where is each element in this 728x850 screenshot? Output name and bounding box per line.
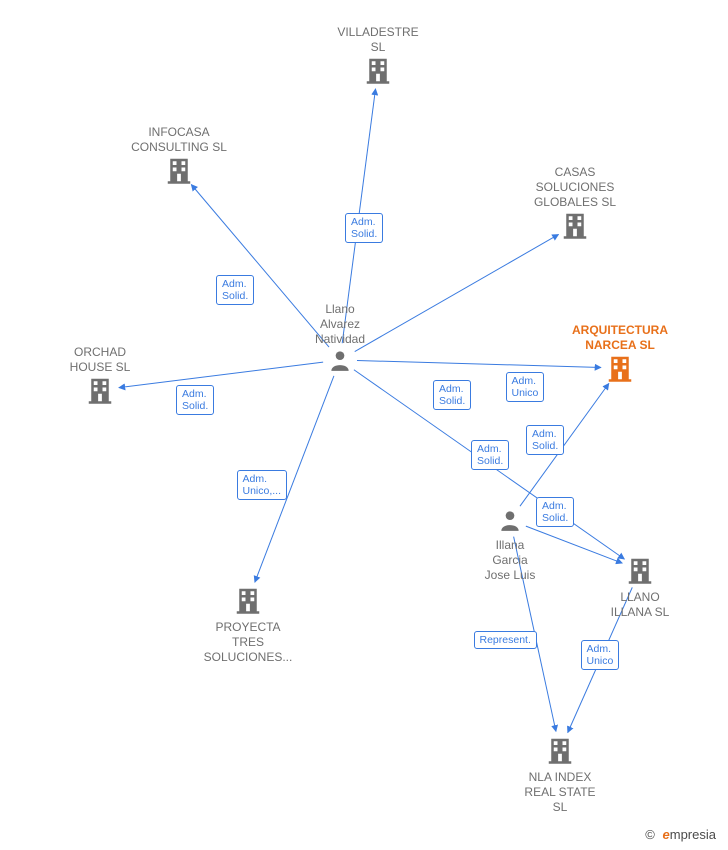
node-arquitectura: ARQUITECTURA NARCEA SL	[560, 323, 680, 388]
node-villadestre: VILLADESTRE SL	[318, 25, 438, 90]
building-icon	[318, 55, 438, 90]
person-icon	[280, 347, 400, 378]
node-label: PROYECTA TRES SOLUCIONES...	[188, 620, 308, 665]
edge-label-llano_alvarez-proyecta: Adm. Unico,...	[237, 470, 288, 500]
node-label: CASAS SOLUCIONES GLOBALES SL	[515, 165, 635, 210]
node-label: VILLADESTRE SL	[318, 25, 438, 55]
node-label: NLA INDEX REAL STATE SL	[500, 770, 620, 815]
building-icon	[560, 353, 680, 388]
edge-layer	[0, 0, 728, 850]
node-label: ORCHAD HOUSE SL	[40, 345, 160, 375]
building-icon	[188, 585, 308, 620]
edge-label-llano_alvarez-orchad: Adm. Solid.	[176, 385, 214, 415]
edge-label-illana_garcia-llano_illana: Adm. Solid.	[536, 497, 574, 527]
copyright-symbol: ©	[645, 827, 655, 842]
node-llano_illana: LLANO ILLANA SL	[580, 555, 700, 620]
edge-label-llano_illana-nla: Adm. Unico	[581, 640, 620, 670]
edge-label-illana_garcia-nla: Represent.	[474, 631, 537, 649]
edge-label-llano_alvarez-llano_illana: Adm. Solid.	[471, 440, 509, 470]
node-label: ARQUITECTURA NARCEA SL	[560, 323, 680, 353]
node-label: Illana Garcia Jose Luis	[450, 538, 570, 583]
edge-label-llano_alvarez-arquitectura: Adm. Unico	[506, 372, 545, 402]
node-llano_alvarez: Llano Alvarez Natividad	[280, 302, 400, 378]
node-casas: CASAS SOLUCIONES GLOBALES SL	[515, 165, 635, 245]
building-icon	[500, 735, 620, 770]
node-orchad: ORCHAD HOUSE SL	[40, 345, 160, 410]
brand-e: e	[663, 827, 670, 842]
edge-label-llano_alvarez-infocasa: Adm. Solid.	[216, 275, 254, 305]
edge-label-illana_garcia-arquitectura: Adm. Solid.	[526, 425, 564, 455]
edge-label-llano_alvarez-casas: Adm. Solid.	[433, 380, 471, 410]
building-icon	[580, 555, 700, 590]
node-proyecta: PROYECTA TRES SOLUCIONES...	[188, 585, 308, 665]
edge-label-llano_alvarez-villadestre: Adm. Solid.	[345, 213, 383, 243]
node-label: LLANO ILLANA SL	[580, 590, 700, 620]
building-icon	[119, 155, 239, 190]
node-label: Llano Alvarez Natividad	[280, 302, 400, 347]
building-icon	[40, 375, 160, 410]
building-icon	[515, 210, 635, 245]
footer-credit: © empresia	[645, 827, 716, 842]
node-nla: NLA INDEX REAL STATE SL	[500, 735, 620, 815]
brand-rest: mpresia	[670, 827, 716, 842]
node-infocasa: INFOCASA CONSULTING SL	[119, 125, 239, 190]
node-label: INFOCASA CONSULTING SL	[119, 125, 239, 155]
